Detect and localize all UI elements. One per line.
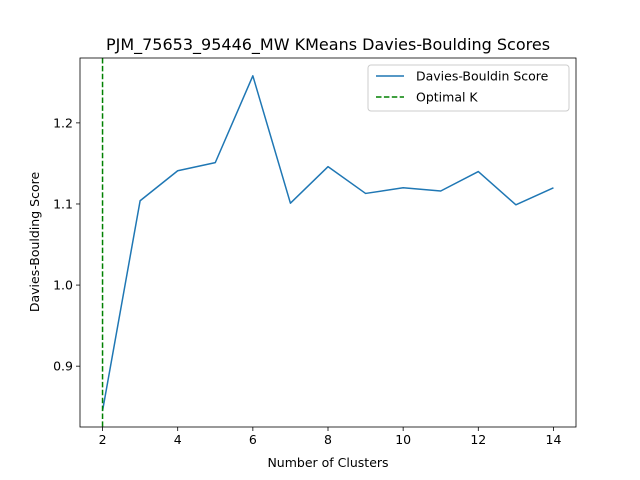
- x-tick-label: 8: [324, 432, 332, 447]
- y-tick-label: 0.9: [53, 359, 73, 374]
- x-tick-label: 2: [99, 432, 107, 447]
- y-tick-label: 1.1: [53, 196, 73, 211]
- x-tick-label: 6: [249, 432, 257, 447]
- y-tick-label: 1.0: [53, 278, 73, 293]
- series-line-0: [101, 75, 554, 411]
- x-tick-label: 10: [395, 432, 411, 447]
- x-tick-label: 4: [174, 432, 182, 447]
- axes-frame: [79, 57, 577, 428]
- legend-box: [367, 64, 570, 112]
- legend-entry-series-label: Davies-Bouldin Score: [416, 69, 549, 84]
- x-tick-label: 12: [470, 432, 486, 447]
- x-tick-label: 14: [546, 432, 562, 447]
- x-axis-label: Number of Clusters: [267, 455, 388, 470]
- y-tick-label: 1.2: [53, 115, 73, 130]
- legend: Davies-Bouldin Score Optimal K: [367, 64, 570, 112]
- legend-entry-optimal-k-label: Optimal K: [416, 90, 478, 105]
- chart-title: PJM_75653_95446_MW KMeans Davies-Bouldin…: [106, 35, 550, 55]
- y-axis-label: Davies-Boulding Score: [27, 172, 42, 313]
- plot-area: 2 4 6 8 10 12 14 0.9 1.0 1.1 1.2: [53, 57, 577, 447]
